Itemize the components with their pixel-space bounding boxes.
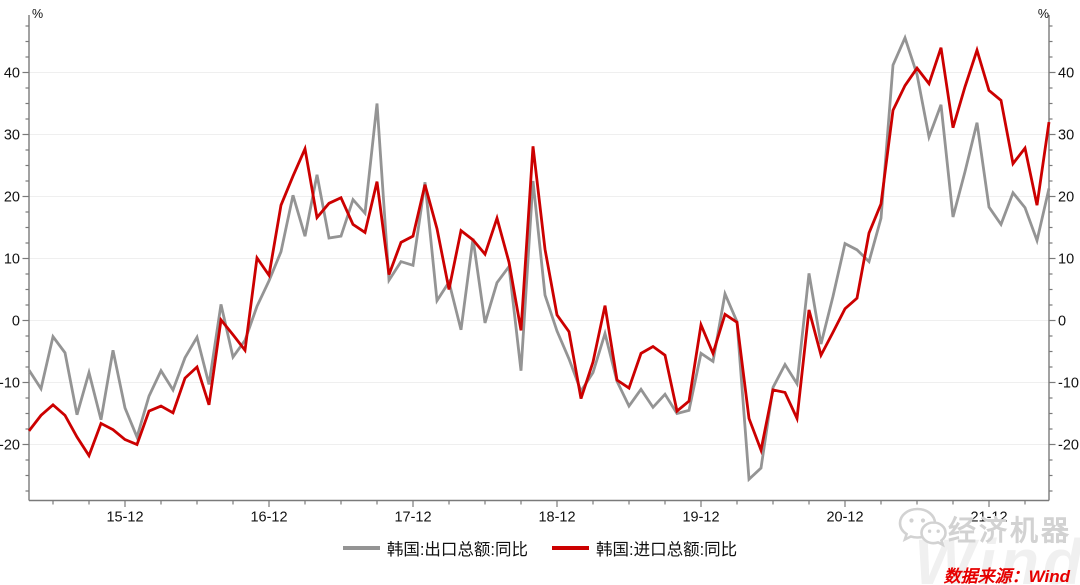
- y-tick-label-left: 40: [4, 66, 20, 82]
- x-tick-label: 17-12: [394, 510, 431, 526]
- y-axis-unit-left: %: [32, 7, 43, 21]
- legend: 韩国:出口总额:同比 韩国:进口总额:同比: [0, 536, 1080, 560]
- y-tick-label-right: 20: [1058, 190, 1074, 206]
- imports-line: [27, 45, 1051, 459]
- exports-line-swatch: [342, 546, 380, 550]
- y-tick-label-right: 40: [1058, 66, 1074, 82]
- y-tick-label-left: 10: [4, 252, 20, 268]
- y-tick-label-right: 30: [1058, 128, 1074, 144]
- exports-line: [27, 33, 1051, 483]
- axis-tick-labels: -20 -20 -10 -10 0 0 10 10 20 20 30 30 40 40 15-12 16-12…: [0, 7, 1079, 526]
- x-tick-label: 19-12: [682, 510, 719, 526]
- axes: [28, 15, 1050, 502]
- y-tick-label-right: 0: [1058, 314, 1066, 330]
- y-tick-label-right: -20: [1058, 438, 1079, 454]
- data-series: [27, 33, 1051, 483]
- legend-item-exports: 韩国:出口总额:同比: [342, 536, 528, 560]
- imports-line-swatch: [552, 546, 589, 550]
- x-tick-label: 21-12: [970, 510, 1007, 526]
- y-tick-label-left: 30: [4, 128, 20, 144]
- x-tick-label: 18-12: [538, 510, 575, 526]
- brand-row: 经济机器: [896, 505, 1072, 553]
- y-tick-label-left: 20: [4, 190, 20, 206]
- imports-legend-label: 韩国:进口总额:同比: [596, 541, 738, 559]
- y-tick-label-left: 0: [12, 314, 20, 330]
- x-tick-label: 15-12: [106, 510, 143, 526]
- brand-name: 经济机器: [947, 515, 1072, 546]
- legend-item-imports: 韩国:进口总额:同比: [552, 536, 737, 560]
- y-tick-label-right: -10: [1058, 376, 1079, 392]
- y-tick-label-left: -20: [0, 438, 20, 454]
- x-tick-label: 16-12: [250, 510, 287, 526]
- axis-ticks: [22, 25, 1056, 507]
- wechat-icon: [898, 507, 947, 548]
- y-axis-unit-right: %: [1038, 7, 1049, 21]
- exports-legend-label: 韩国:出口总额:同比: [386, 541, 528, 559]
- y-tick-label-right: 10: [1058, 252, 1074, 268]
- data-source-note: 数据来源：Wind: [943, 567, 1070, 585]
- x-tick-label: 20-12: [826, 510, 863, 526]
- y-tick-label-left: -10: [0, 376, 20, 392]
